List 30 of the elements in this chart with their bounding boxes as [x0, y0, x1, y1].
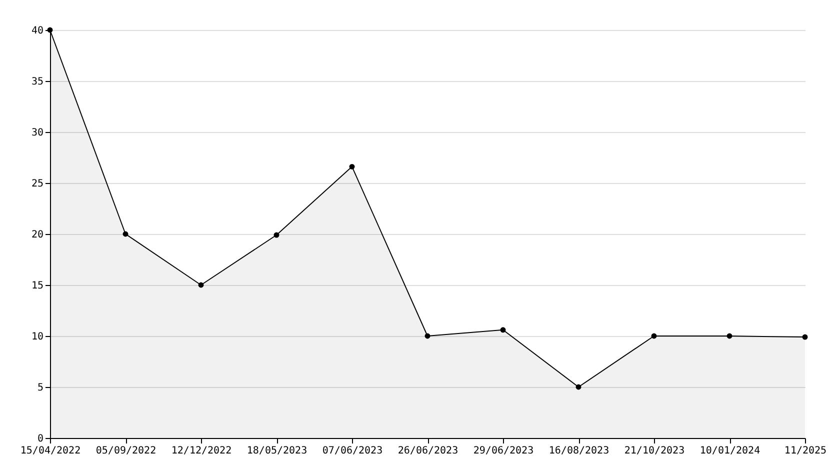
x-tick-label: 15/04/2022 — [20, 446, 81, 456]
point — [576, 384, 582, 390]
x-tick-label: 12/12/2022 — [171, 446, 232, 456]
y-tick-label: 5 — [37, 382, 44, 394]
x-tick-label: 26/06/2023 — [398, 446, 458, 456]
x-tick-label: 29/06/2023 — [473, 446, 534, 456]
x-tick-label: 16/08/2023 — [548, 446, 610, 456]
x-tick-label: 07/06/2023 — [322, 446, 383, 456]
x-tick-label: 18/05/2023 — [246, 446, 308, 456]
y-tick-label: 30 — [31, 128, 44, 138]
x-tick-label: 10/01/2024 — [700, 446, 760, 456]
point — [424, 333, 430, 339]
y-tick-label: 10 — [31, 332, 44, 342]
point — [802, 334, 808, 340]
y-tick-label: 0 — [37, 434, 44, 444]
point — [122, 231, 128, 237]
x-tick-label: 21/10/2023 — [624, 446, 685, 456]
y-tick-label: 25 — [31, 178, 44, 190]
y-tick-label: 20 — [31, 230, 44, 240]
y-tick-label: 40 — [31, 26, 44, 36]
point — [726, 333, 732, 339]
point — [198, 282, 204, 288]
point — [651, 333, 657, 339]
x-tick-label: 11/2025 — [784, 446, 827, 456]
y-tick-label: 15 — [31, 280, 44, 292]
x-tick-label: 05/09/2022 — [96, 446, 156, 456]
point — [274, 232, 280, 238]
point — [500, 327, 506, 333]
y-tick-label: 35 — [31, 76, 44, 88]
point — [349, 164, 355, 170]
